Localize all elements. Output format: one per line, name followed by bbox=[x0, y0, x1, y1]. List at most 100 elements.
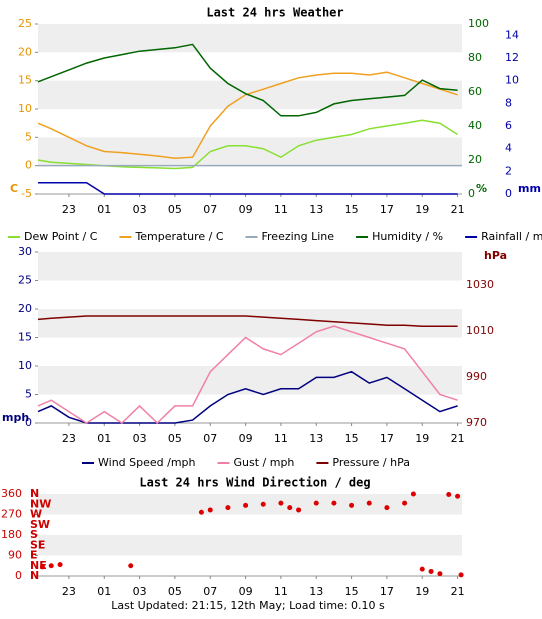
y3-tick-label: 0 bbox=[505, 187, 512, 200]
point bbox=[420, 567, 425, 572]
chart-title: Last 24 hrs Weather bbox=[206, 6, 343, 20]
x-tick-label: 07 bbox=[203, 432, 217, 445]
y2-tick-label: 1010 bbox=[466, 324, 494, 337]
point bbox=[40, 564, 45, 569]
x-tick-label: 23 bbox=[62, 432, 76, 445]
axis-unit: mm bbox=[518, 182, 541, 195]
x-tick-label: 05 bbox=[168, 203, 182, 216]
legend-label: Rainfall / mm bbox=[481, 230, 542, 243]
legend-label: Gust / mph bbox=[234, 456, 295, 469]
x-tick-label: 11 bbox=[274, 585, 288, 598]
y3-tick-label: 14 bbox=[505, 28, 519, 41]
y2-tick-label: 80 bbox=[468, 51, 482, 64]
grid-band bbox=[38, 535, 462, 556]
y2-tick-label: 40 bbox=[468, 119, 482, 132]
x-tick-label: 13 bbox=[309, 432, 323, 445]
y-tick-label: 15 bbox=[18, 74, 32, 87]
y-tick-label: 5 bbox=[25, 388, 32, 401]
x-tick-label: 09 bbox=[239, 432, 253, 445]
x-tick-label: 21 bbox=[451, 585, 465, 598]
x-tick-label: 15 bbox=[345, 432, 359, 445]
x-tick-label: 13 bbox=[309, 203, 323, 216]
x-tick-label: 15 bbox=[345, 203, 359, 216]
x-tick-label: 17 bbox=[380, 203, 394, 216]
y2-tick-label: 1030 bbox=[466, 278, 494, 291]
x-tick-label: 23 bbox=[62, 203, 76, 216]
axis-unit: hPa bbox=[484, 249, 507, 262]
y-tick-label: 20 bbox=[18, 302, 32, 315]
legend-label: Temperature / C bbox=[134, 230, 223, 243]
point bbox=[367, 501, 372, 506]
x-tick-label: 21 bbox=[451, 432, 465, 445]
x-tick-label: 07 bbox=[203, 585, 217, 598]
axis-unit: % bbox=[476, 182, 487, 195]
y2-tick-label: 100 bbox=[468, 17, 489, 30]
y-tick-label: 25 bbox=[18, 17, 32, 30]
y2-tick-label: 990 bbox=[466, 370, 487, 383]
x-tick-label: 21 bbox=[451, 203, 465, 216]
point bbox=[261, 502, 266, 507]
point bbox=[128, 563, 133, 568]
x-tick-label: 03 bbox=[133, 203, 147, 216]
y-tick-label: 90 bbox=[8, 549, 22, 562]
y3-tick-label: 6 bbox=[505, 119, 512, 132]
y-tick-label: 10 bbox=[18, 102, 32, 115]
y3-tick-label: 12 bbox=[505, 51, 519, 64]
y-tick-label: 0 bbox=[15, 569, 22, 582]
point bbox=[208, 507, 213, 512]
x-tick-label: 19 bbox=[415, 585, 429, 598]
y-tick-label: 0 bbox=[25, 159, 32, 172]
grid-band bbox=[38, 24, 462, 52]
x-tick-label: 09 bbox=[239, 585, 253, 598]
point bbox=[429, 569, 434, 574]
y-tick-label: 10 bbox=[18, 359, 32, 372]
point bbox=[49, 563, 54, 568]
x-tick-label: 01 bbox=[97, 203, 111, 216]
x-tick-label: 01 bbox=[97, 585, 111, 598]
x-tick-label: 15 bbox=[345, 585, 359, 598]
y3-tick-label: 4 bbox=[505, 142, 512, 155]
y-tick-label: 15 bbox=[18, 331, 32, 344]
point bbox=[296, 507, 301, 512]
axis-unit: C bbox=[10, 182, 18, 195]
x-tick-label: 19 bbox=[415, 203, 429, 216]
point bbox=[58, 562, 63, 567]
y-tick-label: -5 bbox=[21, 187, 32, 200]
legend-label: Pressure / hPa bbox=[332, 456, 410, 469]
point bbox=[331, 501, 336, 506]
y3-tick-label: 10 bbox=[505, 74, 519, 87]
x-tick-label: 13 bbox=[309, 585, 323, 598]
y2-tick-label: 970 bbox=[466, 416, 487, 429]
y-tick-label: 30 bbox=[18, 245, 32, 258]
point bbox=[199, 510, 204, 515]
chart-title: Last 24 hrs Wind Direction / deg bbox=[139, 476, 370, 490]
x-tick-label: 07 bbox=[203, 203, 217, 216]
x-tick-label: 03 bbox=[133, 585, 147, 598]
footer: Last Updated: 21:15, 12th May; Load time… bbox=[111, 599, 385, 612]
y2-tick-label: 20 bbox=[468, 153, 482, 166]
point bbox=[455, 494, 460, 499]
point bbox=[287, 505, 292, 510]
y-tick-label: 5 bbox=[25, 130, 32, 143]
point bbox=[384, 505, 389, 510]
grid-band bbox=[38, 309, 462, 338]
legend-label: Dew Point / C bbox=[24, 230, 98, 243]
y3-tick-label: 2 bbox=[505, 164, 512, 177]
x-tick-label: 19 bbox=[415, 432, 429, 445]
y-tick-label: 270 bbox=[1, 508, 22, 521]
point bbox=[225, 505, 230, 510]
grid-band bbox=[38, 137, 462, 165]
y-tick-label: 25 bbox=[18, 274, 32, 287]
axis-unit: mph bbox=[2, 411, 29, 424]
x-tick-label: 03 bbox=[133, 432, 147, 445]
direction-tick-label: N bbox=[30, 487, 39, 500]
point bbox=[411, 492, 416, 497]
y-tick-label: 360 bbox=[1, 487, 22, 500]
point bbox=[314, 501, 319, 506]
legend-label: Freezing Line bbox=[262, 230, 335, 243]
x-tick-label: 05 bbox=[168, 585, 182, 598]
point bbox=[278, 501, 283, 506]
point bbox=[459, 572, 464, 577]
legend-label: Wind Speed /mph bbox=[98, 456, 196, 469]
